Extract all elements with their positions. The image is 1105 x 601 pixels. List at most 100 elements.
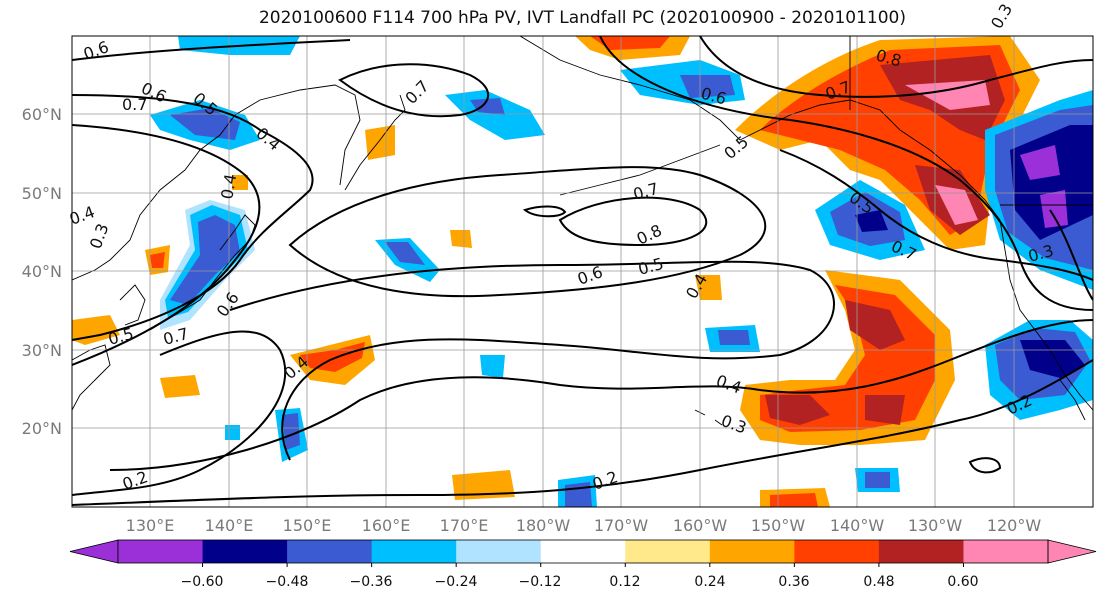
pv-contour-north-loop bbox=[338, 63, 490, 118]
negative-anomaly-s2-core bbox=[565, 482, 592, 507]
lat-label: 60°N bbox=[22, 105, 62, 124]
positive-anomaly-east-pacific-max3 bbox=[865, 395, 905, 425]
positive-anomaly-w9 bbox=[695, 275, 722, 300]
coast-baja bbox=[1059, 379, 1086, 421]
colorbar-frame bbox=[117, 539, 1049, 564]
lon-label: 130°E bbox=[126, 516, 175, 535]
pv-contour-mid-jet bbox=[229, 260, 835, 461]
lon-label: 150°W bbox=[751, 516, 806, 535]
colorbar-ticks bbox=[202, 563, 964, 567]
lon-label: 130°W bbox=[908, 516, 963, 535]
lon-label: 170°E bbox=[440, 516, 489, 535]
colorbar-tick-label: 0.36 bbox=[778, 574, 809, 590]
pv-contour-south bbox=[72, 359, 1093, 506]
colorbar-tick-label: −0.12 bbox=[519, 574, 562, 590]
positive-anomaly-w6-core bbox=[770, 493, 818, 507]
colorbar-segment bbox=[794, 540, 880, 563]
contour-label: 0.3 bbox=[987, 0, 1016, 32]
coast-asia-mainland bbox=[72, 84, 361, 281]
colorbar-tick-label: 0.12 bbox=[609, 574, 640, 590]
positive-anomaly-w4 bbox=[160, 375, 200, 398]
colorbar-tick-labels: −0.60 −0.48 −0.36 −0.24 −0.12 0.12 0.24 … bbox=[181, 574, 979, 590]
pv-contour-small-1 bbox=[522, 205, 567, 218]
colorbar-segment bbox=[202, 540, 288, 563]
lon-label: 160°E bbox=[362, 516, 411, 535]
colorbar-segment bbox=[456, 540, 542, 563]
longitude-labels: 130°E 140°E 150°E 160°E 170°E 180°W 170°… bbox=[126, 516, 1042, 535]
contour-label: 0.7 bbox=[122, 95, 147, 114]
positive-anomaly-w8 bbox=[450, 230, 472, 248]
lat-label: 30°N bbox=[22, 341, 62, 360]
colorbar-tick-label: −0.60 bbox=[181, 574, 224, 590]
map-area bbox=[72, 36, 1093, 507]
positive-anomaly-w1-core bbox=[300, 342, 365, 372]
pv-contour-west-ridge-2 bbox=[72, 124, 261, 366]
coast-alaska bbox=[519, 36, 1001, 221]
map-frame bbox=[71, 35, 1094, 508]
colorbar-segment bbox=[878, 540, 964, 563]
map-title: 2020100600 F114 700 hPa PV, IVT Landfall… bbox=[258, 8, 906, 28]
colorbar-tick-label: 0.60 bbox=[947, 574, 978, 590]
contour-label: 0.4 bbox=[217, 172, 240, 200]
colorbar-segment bbox=[540, 540, 626, 563]
pv-contour-ne-pacific bbox=[779, 149, 1093, 281]
negative-anomaly-s5-core bbox=[865, 472, 890, 488]
lat-label: 50°N bbox=[22, 184, 62, 203]
colorbar-tick-label: −0.48 bbox=[266, 574, 309, 590]
pv-contour-east-coast bbox=[1049, 209, 1093, 301]
pv-contour-subtropic bbox=[109, 319, 1093, 471]
positive-anomaly-w10 bbox=[232, 175, 248, 190]
negative-anomaly-s6 bbox=[225, 425, 240, 440]
positive-anomaly-w3-core bbox=[150, 252, 165, 268]
colorbar-segment bbox=[371, 540, 457, 563]
positive-anomaly-w5 bbox=[452, 470, 515, 500]
negative-anomaly-california-max bbox=[1020, 340, 1085, 378]
lon-label: 140°E bbox=[205, 516, 254, 535]
pv-contour-mid-loop-inner bbox=[558, 196, 708, 247]
negative-anomaly-bering-core bbox=[680, 75, 735, 98]
colorbar-extend-min bbox=[69, 539, 119, 564]
negative-anomaly-west-canada-peak2 bbox=[1040, 190, 1068, 228]
pv-contour-top bbox=[72, 39, 351, 61]
colorbar-extend-max bbox=[1047, 539, 1097, 564]
negative-anomaly-aleutian bbox=[445, 90, 545, 140]
coast-aleutians bbox=[559, 144, 721, 196]
colorbar-segment bbox=[709, 540, 795, 563]
pv-contour-mid-loop-outer bbox=[288, 166, 767, 298]
colorbar-tick-label: −0.36 bbox=[350, 574, 393, 590]
coast-japan bbox=[149, 214, 256, 331]
colorbar-segment bbox=[625, 540, 711, 563]
colorbar-tick-label: 0.48 bbox=[863, 574, 894, 590]
lon-label: 160°W bbox=[673, 516, 728, 535]
pv-contour-alaska-2 bbox=[599, 36, 1093, 311]
negative-anomaly-ne-pacific-max bbox=[855, 210, 888, 232]
positive-anomaly-east-pacific-max bbox=[845, 300, 905, 350]
negative-anomaly-s3-core bbox=[718, 330, 750, 345]
pv-contour-small-2 bbox=[968, 457, 1002, 474]
colorbar bbox=[69, 539, 1097, 564]
colorbar-tick-label: −0.24 bbox=[435, 574, 478, 590]
positive-anomaly-east-pacific-max2 bbox=[765, 395, 830, 425]
lon-label: 150°E bbox=[283, 516, 332, 535]
colorbar-segment bbox=[287, 540, 373, 563]
positive-anomaly-gulf-alaska-peak bbox=[905, 80, 990, 110]
negative-anomaly-s1-core bbox=[282, 413, 300, 450]
lon-label: 120°W bbox=[987, 516, 1042, 535]
positive-anomaly-w7 bbox=[365, 125, 395, 160]
positive-anomaly-north-top-core bbox=[590, 36, 670, 50]
coast-kamchatka bbox=[344, 94, 406, 191]
lon-label: 180°W bbox=[516, 516, 571, 535]
colorbar-segment bbox=[118, 540, 204, 563]
lat-label: 20°N bbox=[22, 419, 62, 438]
colorbar-tick-label: 0.24 bbox=[694, 574, 725, 590]
lat-label: 40°N bbox=[22, 262, 62, 281]
pv-contour-alaska bbox=[699, 36, 1093, 98]
lon-label: 170°W bbox=[594, 516, 649, 535]
coast-korea bbox=[119, 284, 146, 326]
lon-label: 140°W bbox=[830, 516, 885, 535]
negative-anomaly-s4 bbox=[480, 355, 505, 378]
pv-contours bbox=[72, 36, 1093, 506]
colorbar-segment bbox=[963, 540, 1049, 563]
pv-contour-trough bbox=[72, 330, 287, 496]
